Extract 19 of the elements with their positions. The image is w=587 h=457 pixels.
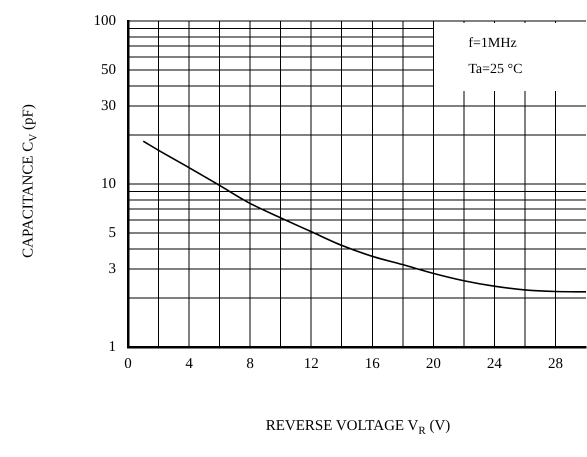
y-tick-label: 5 [108, 225, 116, 242]
x-tick-label: 16 [364, 356, 380, 372]
x-tick-label: 4 [185, 356, 194, 372]
y-tick-label: 3 [108, 261, 116, 278]
x-tick-label: 28 [548, 356, 563, 372]
y-tick-label: 50 [101, 62, 116, 78]
x-tick-label: 8 [246, 356, 254, 372]
x-tick-label: 24 [486, 356, 502, 372]
y-tick-label: 1 [108, 338, 116, 355]
y-tick-label: 10 [101, 176, 116, 192]
note-box: f=1MHz Ta=25 °C [434, 23, 586, 91]
y-tick-label: 100 [94, 12, 116, 29]
annotation: f=1MHz [468, 35, 518, 53]
annotation: Ta=25 °C [468, 61, 524, 79]
x-tick-label: 12 [304, 356, 319, 372]
x-tick-label: 0 [124, 356, 132, 372]
x-axis-title: REVERSE VOLTAGE V$_{R}$ (V) [264, 418, 452, 437]
x-tick-label: 20 [426, 356, 441, 372]
y-tick-label: 30 [101, 98, 116, 114]
